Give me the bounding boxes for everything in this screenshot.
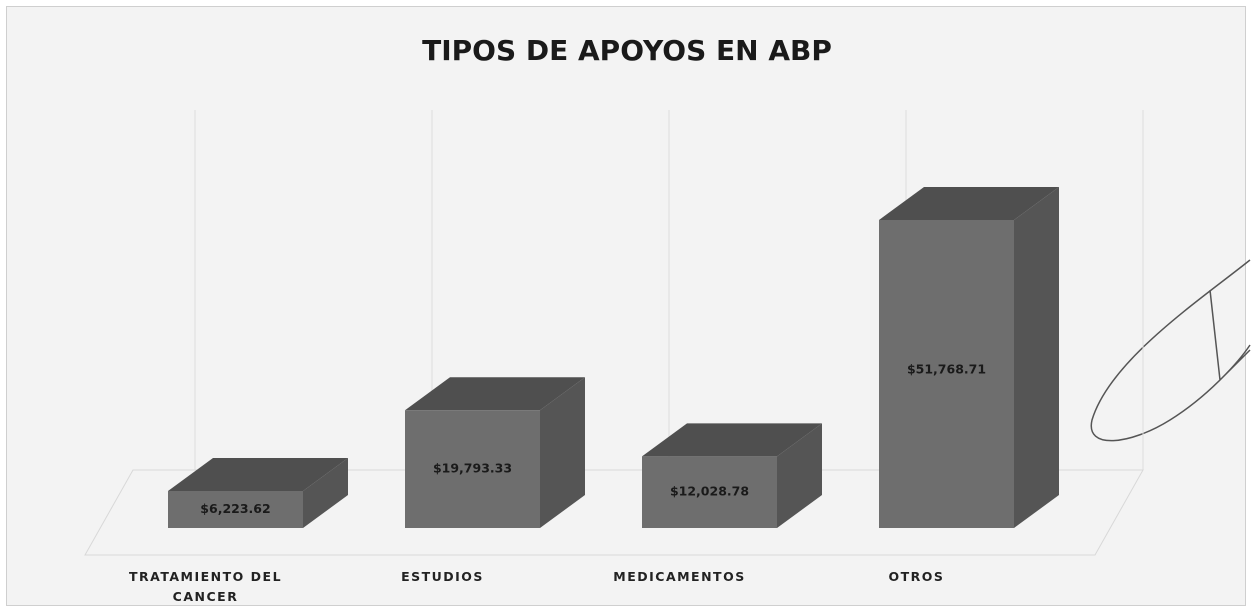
value-label: $51,768.71: [907, 362, 986, 377]
scribble: [1090, 259, 1251, 442]
bar-top: [879, 187, 1059, 220]
bar-side: [777, 423, 822, 528]
value-label: $6,223.62: [200, 501, 270, 516]
bar-side: [303, 457, 348, 528]
bar-top: [642, 423, 822, 457]
bar-front: [405, 410, 540, 528]
bar-top: [168, 457, 348, 491]
chart-title: TIPOS DE APOYOS EN ABP: [422, 34, 832, 67]
x-tick-label: ESTUDIOS: [401, 569, 484, 584]
bar-front: [168, 490, 303, 528]
bar-front: [642, 456, 777, 528]
bar-side: [1014, 187, 1059, 528]
value-label: $12,028.78: [670, 484, 749, 499]
value-label: $19,793.33: [433, 461, 512, 476]
bar: [642, 423, 822, 528]
x-tick-label: TRATAMIENTO DEL CANCER: [128, 569, 283, 604]
bar: [879, 187, 1059, 528]
bar-front: [879, 220, 1014, 528]
bar: [405, 377, 585, 528]
x-tick-label: OTROS: [888, 569, 945, 584]
bar-top: [405, 377, 585, 411]
bar: [168, 457, 348, 528]
x-tick-label: MEDICAMENTOS: [613, 569, 746, 584]
bar-side: [540, 377, 585, 528]
